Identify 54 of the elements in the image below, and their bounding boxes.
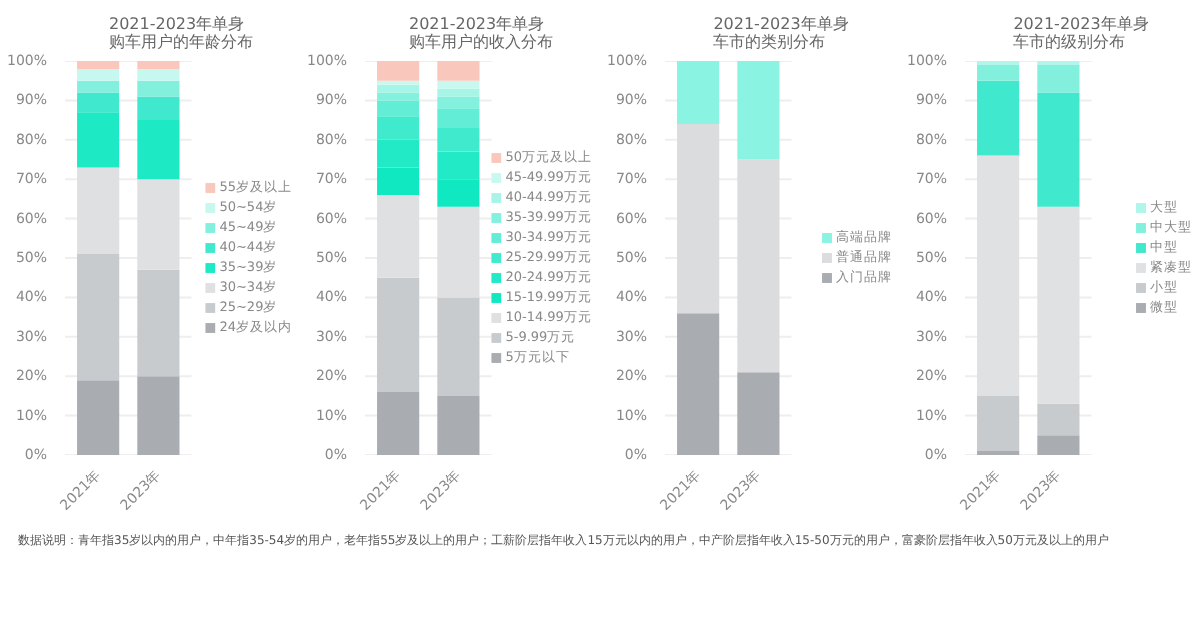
bar: [77, 61, 120, 69]
bar: [1037, 435, 1080, 455]
bar: [77, 167, 120, 255]
bar: [377, 139, 420, 168]
bar: [437, 96, 480, 109]
bar: [377, 100, 420, 117]
bar: [737, 61, 780, 160]
bar: [437, 80, 480, 89]
chart-title: 2021-2023年单身车市的类别分布: [713, 15, 849, 51]
bar: [377, 84, 420, 93]
bar: [377, 116, 420, 140]
bar: [137, 179, 180, 270]
bar: [437, 61, 480, 81]
bar: [977, 155, 1020, 396]
bar: [77, 254, 120, 381]
bar: [137, 68, 180, 81]
chart-title: 2021-2023年单身车市的级别分布: [1013, 15, 1149, 51]
bar: [137, 96, 180, 121]
bar: [1037, 206, 1080, 404]
bar: [77, 380, 120, 455]
bar: [1037, 92, 1080, 207]
bar: [1037, 64, 1080, 93]
chart-title: 2021-2023年单身购车用户的年龄分布: [109, 15, 253, 51]
bar: [977, 80, 1020, 156]
bar: [977, 64, 1020, 81]
bar: [377, 167, 420, 195]
bar: [437, 127, 480, 152]
bar: [677, 313, 720, 455]
bar: [77, 92, 120, 113]
bar: [137, 80, 180, 97]
bar: [377, 61, 420, 81]
bar: [677, 61, 720, 125]
bar: [677, 124, 720, 314]
bar: [137, 61, 180, 69]
bar: [77, 80, 120, 93]
bar: [77, 112, 120, 168]
bar: [77, 68, 120, 81]
bar: [437, 206, 480, 298]
bar: [437, 395, 480, 455]
bar: [377, 194, 420, 278]
bar: [377, 391, 420, 455]
bar: [377, 277, 420, 392]
bar: [137, 269, 180, 377]
bar: [137, 376, 180, 455]
chart-title: 2021-2023年单身购车用户的收入分布: [409, 15, 553, 51]
bar: [737, 159, 780, 373]
bar: [737, 372, 780, 455]
bar: [437, 151, 480, 180]
bar: [437, 297, 480, 396]
bar: [137, 120, 180, 180]
bar: [437, 179, 480, 207]
bar: [437, 108, 480, 128]
bar: [977, 395, 1020, 452]
bar: [1037, 403, 1080, 436]
